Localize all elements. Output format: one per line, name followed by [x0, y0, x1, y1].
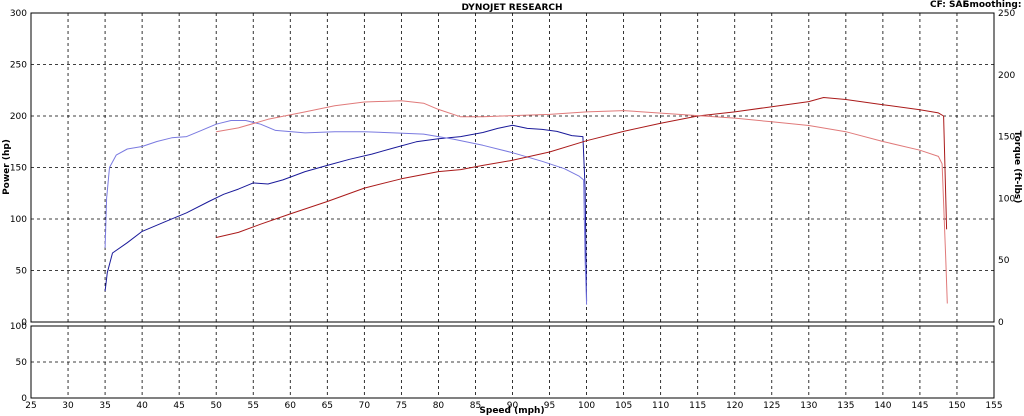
speed-tick-label: 60 — [285, 401, 297, 411]
speed-tick-label: 155 — [985, 401, 1002, 411]
torque-axis-ticks: 0 50 100 150 200 250 — [998, 9, 1015, 328]
cf-label: CF: SAE — [930, 0, 969, 10]
power-tick-label: 150 — [10, 164, 27, 174]
speed-tick-label: 85 — [470, 401, 481, 411]
speed-tick-label: 95 — [544, 401, 555, 411]
upper-plot-series — [104, 97, 948, 305]
lower-tick-label: 0 — [21, 394, 27, 404]
speed-tick-label: 30 — [62, 401, 74, 411]
power-tick-label: 100 — [10, 215, 27, 225]
torque-tick-label: 50 — [998, 256, 1010, 266]
upper-plot-frame — [30, 12, 995, 323]
speed-tick-label: 40 — [136, 401, 148, 411]
speed-tick-label: 145 — [911, 401, 928, 411]
speed-tick-label: 75 — [396, 401, 407, 411]
speed-tick-label: 90 — [507, 401, 519, 411]
power-tick-label: 0 — [21, 318, 27, 328]
torque-tick-label: 150 — [998, 133, 1015, 143]
speed-tick-label: 50 — [210, 401, 222, 411]
speed-tick-label: 150 — [948, 401, 965, 411]
power-tick-label: 250 — [10, 61, 27, 71]
speed-tick-label: 105 — [615, 401, 632, 411]
lower-tick-label: 100 — [10, 322, 27, 332]
speed-axis-title: Speed (mph) — [479, 406, 544, 416]
lower-plot-frame — [30, 325, 995, 399]
torque-axis-title: Torque (ft-lbs) — [1012, 131, 1022, 204]
power-axis-title: Power (hp) — [2, 139, 12, 195]
speed-tick-label: 70 — [359, 401, 371, 411]
power-tick-label: 300 — [10, 9, 27, 19]
speed-tick-label: 65 — [322, 401, 333, 411]
torque-tick-label: 250 — [998, 9, 1015, 19]
speed-tick-label: 135 — [837, 401, 854, 411]
power-tick-label: 200 — [10, 112, 27, 122]
torque-tick-label: 100 — [998, 194, 1015, 204]
speed-tick-label: 100 — [578, 401, 595, 411]
power-curve-3 — [216, 97, 948, 238]
speed-tick-label: 25 — [25, 401, 36, 411]
speed-tick-label: 35 — [99, 401, 110, 411]
speed-axis-ticks: 25 30 35 40 45 50 55 60 65 70 75 80 85 90 95 100 105 110 1… — [25, 401, 1002, 411]
torque-curve-4 — [216, 100, 948, 304]
lower-tick-label: 50 — [16, 358, 28, 368]
speed-tick-label: 130 — [800, 401, 817, 411]
power-curve-1 — [104, 124, 588, 302]
power-axis-ticks: 0 50 100 150 200 250 300 — [10, 9, 27, 328]
speed-tick-label: 55 — [248, 401, 259, 411]
lower-axis-ticks: 0 50 100 — [10, 322, 27, 404]
lower-plot-grid — [31, 326, 994, 398]
upper-plot-grid — [31, 13, 994, 322]
torque-tick-label: 0 — [998, 318, 1004, 328]
speed-tick-label: 45 — [173, 401, 184, 411]
chart-title: DYNOJET RESEARCH — [461, 3, 562, 13]
torque-curve-2 — [104, 120, 588, 305]
smoothing-label: Smoothing: 5 — [963, 0, 1024, 10]
speed-tick-label: 125 — [763, 401, 780, 411]
speed-tick-label: 110 — [652, 401, 669, 411]
speed-tick-label: 140 — [874, 401, 891, 411]
speed-tick-label: 115 — [689, 401, 706, 411]
speed-tick-label: 80 — [433, 401, 445, 411]
torque-tick-label: 200 — [998, 71, 1015, 81]
power-tick-label: 50 — [16, 267, 28, 277]
speed-tick-label: 120 — [726, 401, 743, 411]
